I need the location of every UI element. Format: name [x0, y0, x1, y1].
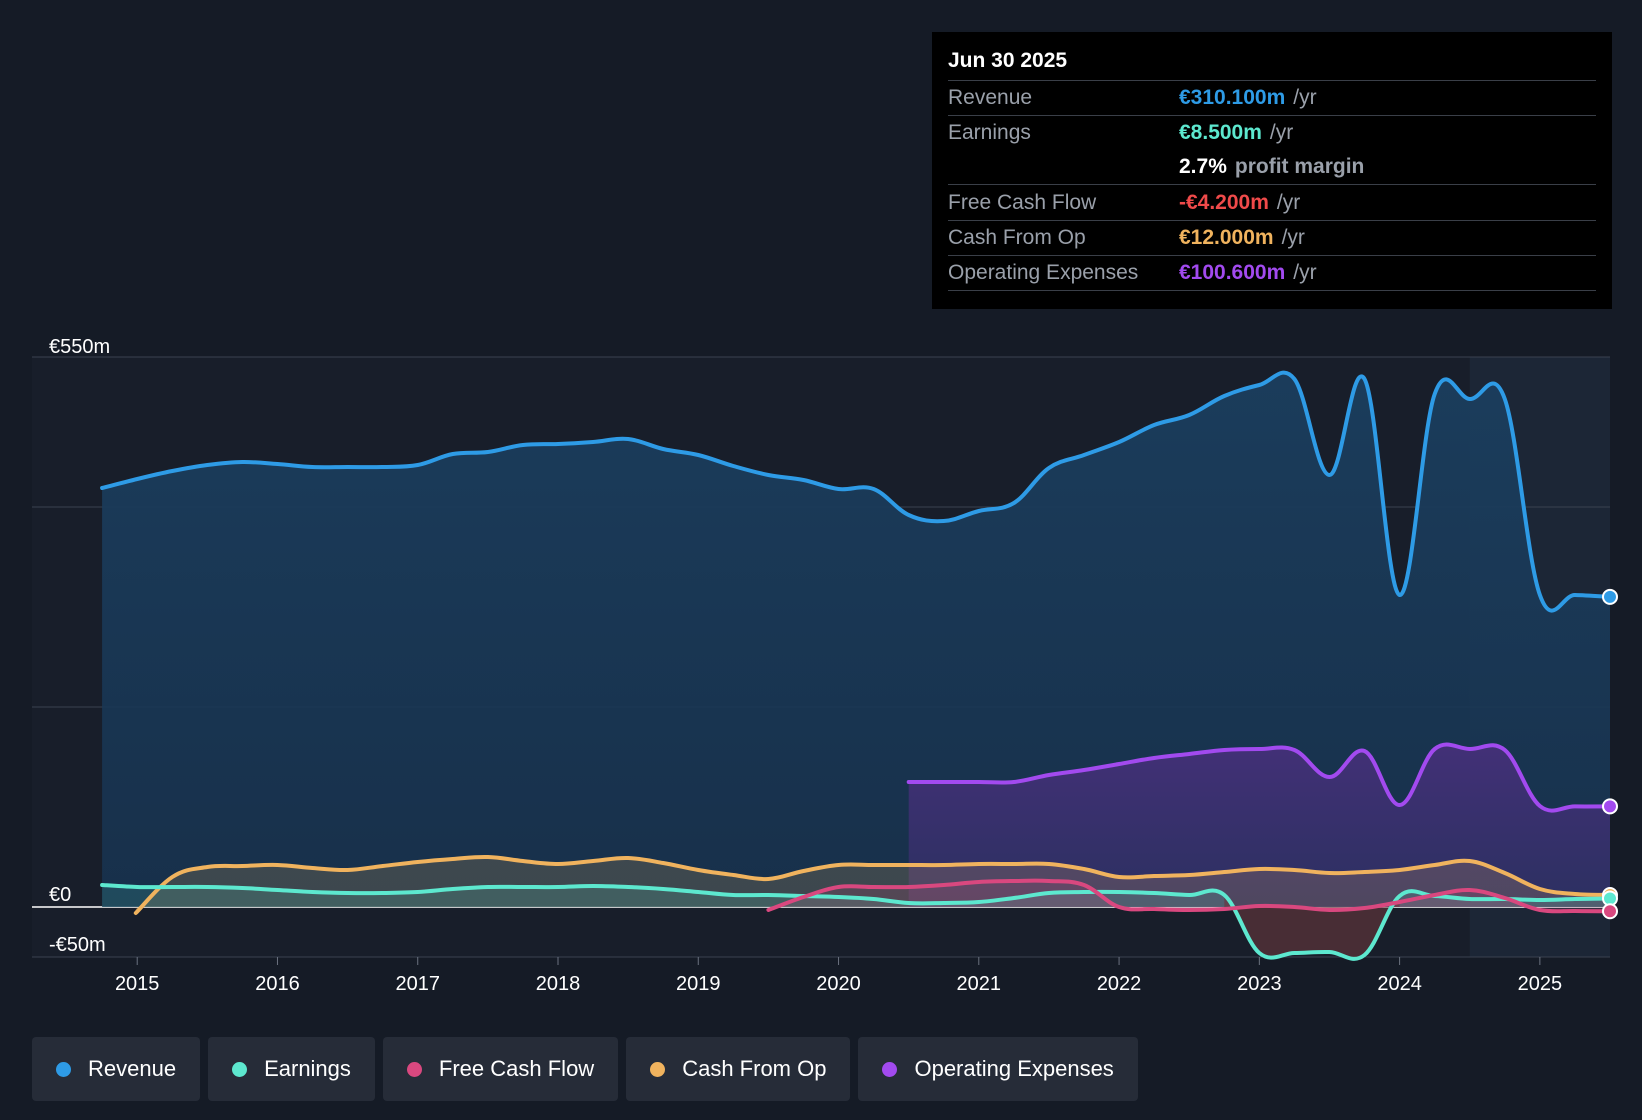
- tooltip-unit: /yr: [1276, 190, 1301, 214]
- x-tick-label: 2021: [957, 973, 1002, 995]
- tooltip-row-earnings: Earnings €8.500m /yr: [948, 116, 1596, 150]
- tooltip-value: €310.100m: [1179, 86, 1286, 109]
- tooltip-value: -€4.200m: [1179, 190, 1269, 214]
- tooltip-panel: Jun 30 2025 Revenue €310.100m /yr Earnin…: [932, 32, 1612, 309]
- tooltip-label: Cash From Op: [948, 226, 1086, 249]
- earnings-negative-area: [1224, 895, 1400, 959]
- cash-from-op-line: [133, 854, 1612, 915]
- legend-item-revenue[interactable]: Revenue: [32, 1037, 201, 1101]
- legend-label: Cash From Op: [682, 1056, 827, 1081]
- revenue-end-point: [1602, 588, 1618, 605]
- legend-dot-icon: [232, 1061, 248, 1077]
- tooltip-row-profit-margin: 2.7% profit margin: [948, 150, 1596, 185]
- tooltip-value: €100.600m: [1179, 261, 1286, 284]
- tooltip-unit: profit margin: [1234, 155, 1365, 178]
- free-cash-flow-end-point: [1602, 903, 1618, 920]
- x-tick-label: 2018: [536, 973, 581, 995]
- legend-item-earnings[interactable]: Earnings: [208, 1037, 375, 1101]
- legend-label: Earnings: [264, 1056, 351, 1081]
- tooltip-row-operating-expenses: Operating Expenses €100.600m /yr: [948, 256, 1596, 291]
- legend: Revenue Earnings Free Cash Flow Cash Fro…: [32, 1037, 1138, 1101]
- tooltip-row-revenue: Revenue €310.100m /yr: [948, 81, 1596, 116]
- x-tick-label: 2019: [676, 973, 721, 995]
- legend-item-cash-from-op[interactable]: Cash From Op: [626, 1037, 851, 1101]
- legend-dot-icon: [882, 1061, 898, 1077]
- x-tick-label: 2015: [115, 973, 160, 995]
- earnings-area: [102, 885, 1611, 959]
- tooltip-value: €12.000m: [1179, 226, 1274, 249]
- legend-label: Operating Expenses: [914, 1056, 1114, 1081]
- y-tick-label: €0: [49, 884, 71, 906]
- legend-item-free-cash-flow[interactable]: Free Cash Flow: [382, 1037, 619, 1101]
- tooltip-row-free-cash-flow: Free Cash Flow -€4.200m /yr: [948, 185, 1596, 221]
- tooltip-unit: /yr: [1269, 121, 1294, 144]
- legend-dot-icon: [650, 1061, 666, 1077]
- legend-dot-icon: [56, 1061, 71, 1077]
- operating-expenses-end-point: [1602, 798, 1618, 815]
- tooltip-label: Free Cash Flow: [948, 190, 1097, 214]
- legend-label: Revenue: [88, 1056, 177, 1081]
- tooltip-value: €8.500m: [1179, 121, 1262, 144]
- tooltip-label: Earnings: [948, 121, 1031, 144]
- legend-label: Free Cash Flow: [438, 1056, 595, 1081]
- tooltip-label: Revenue: [948, 86, 1033, 109]
- x-tick-label: 2017: [395, 973, 440, 995]
- x-tick-label: 2020: [816, 973, 861, 995]
- x-tick-label: 2024: [1377, 973, 1422, 995]
- operating-expenses-line: [906, 742, 1612, 813]
- tooltip-label: Operating Expenses: [948, 261, 1139, 284]
- x-tick-label: 2023: [1237, 973, 1282, 995]
- y-tick-label: €550m: [49, 336, 110, 358]
- x-tick-label: 2025: [1518, 973, 1563, 995]
- y-tick-label: -€50m: [49, 934, 106, 956]
- tooltip-value: 2.7%: [1179, 155, 1227, 178]
- x-tick-label: 2022: [1097, 973, 1142, 995]
- tooltip-unit: /yr: [1293, 261, 1317, 284]
- tooltip-date: Jun 30 2025: [948, 46, 1596, 81]
- x-tick-label: 2016: [255, 973, 300, 995]
- tooltip-unit: /yr: [1281, 226, 1305, 249]
- tooltip-unit: /yr: [1293, 86, 1317, 109]
- free-cash-flow-line: [766, 878, 1612, 914]
- earnings-line: [100, 883, 1612, 961]
- tooltip-row-cash-from-op: Cash From Op €12.000m /yr: [948, 221, 1596, 256]
- revenue-line: [100, 370, 1612, 613]
- legend-dot-icon: [406, 1061, 422, 1077]
- legend-item-operating-expenses[interactable]: Operating Expenses: [858, 1037, 1138, 1101]
